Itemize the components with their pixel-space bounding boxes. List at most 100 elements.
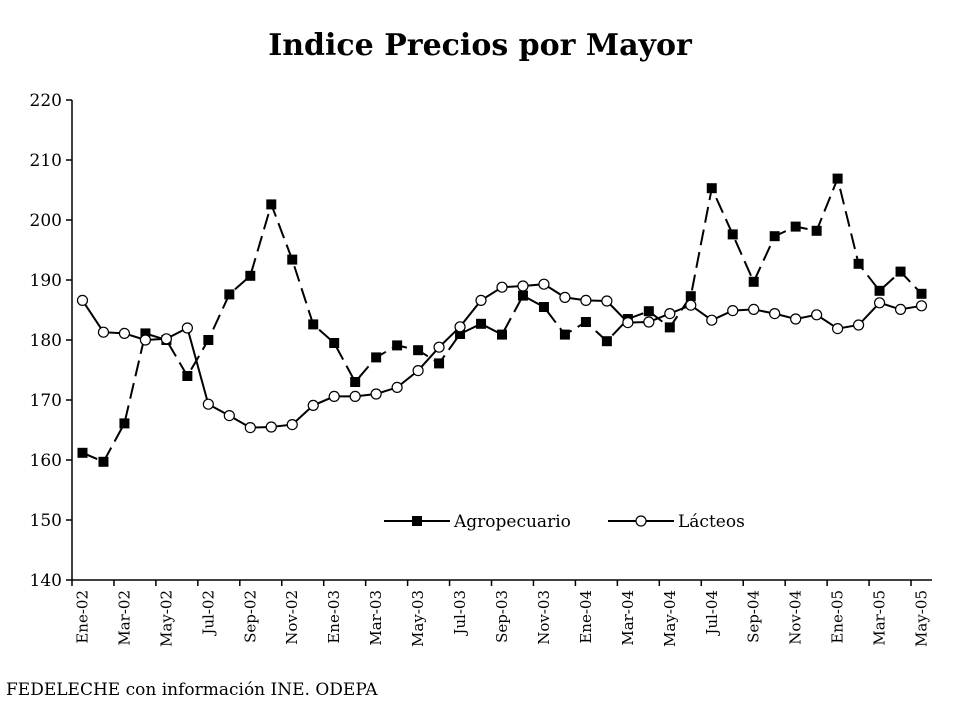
data-point-lacteos bbox=[307, 399, 319, 411]
data-point-lacteos bbox=[790, 313, 802, 325]
data-point-agropecuario bbox=[748, 276, 759, 287]
data-point-agropecuario bbox=[455, 329, 466, 339]
data-point-agropecuario bbox=[580, 317, 591, 327]
x-tick-label: Nov-03 bbox=[535, 590, 553, 645]
data-point-lacteos bbox=[832, 323, 844, 335]
data-point-agropecuario bbox=[371, 352, 382, 363]
data-point-agropecuario bbox=[727, 229, 738, 240]
data-point-lacteos bbox=[475, 294, 487, 306]
data-point-agropecuario bbox=[559, 329, 570, 340]
x-tick-label: May-04 bbox=[661, 590, 679, 647]
data-point-agropecuario bbox=[790, 221, 801, 232]
legend-label: Agropecuario bbox=[453, 512, 571, 532]
y-tick-label: 150 bbox=[30, 511, 62, 531]
data-point-agropecuario bbox=[538, 302, 549, 312]
x-tick-label: Jul-04 bbox=[703, 590, 721, 637]
axes: 140 150 160 170 180 190 200 210 220 Ene-02 Mar-02 M… bbox=[30, 91, 932, 647]
y-tick-label: 190 bbox=[30, 271, 62, 291]
data-point-lacteos bbox=[915, 300, 928, 312]
data-point-agropecuario bbox=[601, 336, 612, 347]
data-point-lacteos bbox=[538, 278, 550, 290]
data-point-agropecuario bbox=[517, 290, 528, 301]
source-note: FEDELECHE con información INE. ODEPA bbox=[6, 680, 378, 700]
data-point-lacteos bbox=[349, 390, 361, 402]
data-point-lacteos bbox=[601, 295, 613, 307]
data-point-lacteos bbox=[370, 388, 382, 400]
data-point-agropecuario bbox=[916, 288, 927, 299]
data-point-agropecuario bbox=[308, 319, 319, 330]
x-tick-label: Nov-04 bbox=[787, 590, 805, 645]
data-point-agropecuario bbox=[832, 173, 843, 184]
data-point-lacteos bbox=[852, 319, 865, 331]
x-tick-label: Nov-02 bbox=[283, 590, 301, 645]
data-point-lacteos bbox=[286, 419, 298, 431]
x-tick-label: Ene-03 bbox=[325, 590, 343, 644]
data-point-agropecuario bbox=[392, 340, 403, 351]
data-point-agropecuario bbox=[350, 377, 361, 387]
data-point-lacteos bbox=[748, 303, 760, 315]
data-point-lacteos bbox=[265, 421, 277, 433]
data-point-lacteos bbox=[454, 321, 466, 333]
data-point-lacteos bbox=[202, 398, 214, 410]
data-point-lacteos bbox=[664, 308, 676, 320]
legend-marker bbox=[412, 516, 422, 526]
x-tick-label: Mar-02 bbox=[115, 590, 133, 646]
data-point-lacteos bbox=[643, 316, 655, 328]
data-point-lacteos bbox=[559, 291, 571, 303]
data-point-agropecuario bbox=[413, 345, 424, 356]
data-point-lacteos bbox=[181, 322, 193, 334]
data-point-lacteos bbox=[328, 390, 340, 402]
data-point-lacteos bbox=[580, 294, 592, 306]
data-point-agropecuario bbox=[98, 456, 109, 467]
data-point-lacteos bbox=[517, 280, 529, 292]
data-point-agropecuario bbox=[203, 335, 214, 345]
data-point-lacteos bbox=[706, 314, 718, 326]
data-point-lacteos bbox=[412, 365, 424, 377]
data-point-lacteos bbox=[727, 305, 739, 317]
x-tick-label: Ene-02 bbox=[73, 590, 91, 644]
x-tick-label: May-03 bbox=[409, 590, 427, 647]
legend-marker bbox=[635, 515, 647, 527]
y-tick-label: 180 bbox=[30, 331, 62, 351]
data-point-agropecuario bbox=[895, 266, 906, 277]
data-point-lacteos bbox=[496, 281, 508, 293]
data-point-agropecuario bbox=[706, 183, 717, 194]
data-point-lacteos bbox=[160, 333, 172, 345]
data-point-agropecuario bbox=[853, 258, 864, 269]
data-point-agropecuario bbox=[287, 254, 298, 265]
data-point-agropecuario bbox=[329, 338, 340, 348]
x-tick-label: Jul-02 bbox=[199, 590, 217, 637]
y-tick-label: 200 bbox=[30, 211, 62, 231]
x-tick-label: Sep-02 bbox=[241, 590, 259, 643]
data-point-agropecuario bbox=[685, 291, 696, 302]
data-point-lacteos bbox=[118, 327, 131, 339]
data-point-agropecuario bbox=[182, 371, 193, 381]
data-point-agropecuario bbox=[664, 322, 675, 333]
data-point-lacteos bbox=[685, 299, 697, 311]
data-point-agropecuario bbox=[476, 318, 487, 329]
y-tick-label: 210 bbox=[30, 151, 62, 171]
data-point-lacteos bbox=[391, 381, 403, 393]
legend: Agropecuario Lácteos bbox=[384, 512, 745, 532]
x-tick-label: May-02 bbox=[157, 590, 175, 647]
legend-label: Lácteos bbox=[678, 512, 745, 532]
data-point-agropecuario bbox=[245, 270, 256, 281]
data-point-lacteos bbox=[811, 309, 823, 321]
data-point-lacteos bbox=[244, 422, 256, 434]
data-point-lacteos bbox=[139, 334, 152, 346]
series-layer bbox=[76, 173, 928, 467]
data-point-lacteos bbox=[622, 317, 634, 329]
data-point-lacteos bbox=[873, 297, 886, 309]
x-tick-label: Sep-04 bbox=[745, 590, 763, 643]
series-line-agropecuario bbox=[82, 175, 923, 464]
data-point-agropecuario bbox=[77, 447, 88, 458]
data-point-lacteos bbox=[894, 303, 907, 315]
x-tick-label: Jul-03 bbox=[451, 590, 469, 637]
x-tick-label: May-05 bbox=[913, 590, 931, 647]
x-tick-label: Mar-03 bbox=[367, 590, 385, 646]
y-tick-label: 170 bbox=[30, 391, 62, 411]
data-point-lacteos bbox=[223, 410, 235, 422]
data-point-agropecuario bbox=[811, 225, 822, 236]
data-point-agropecuario bbox=[769, 231, 780, 242]
